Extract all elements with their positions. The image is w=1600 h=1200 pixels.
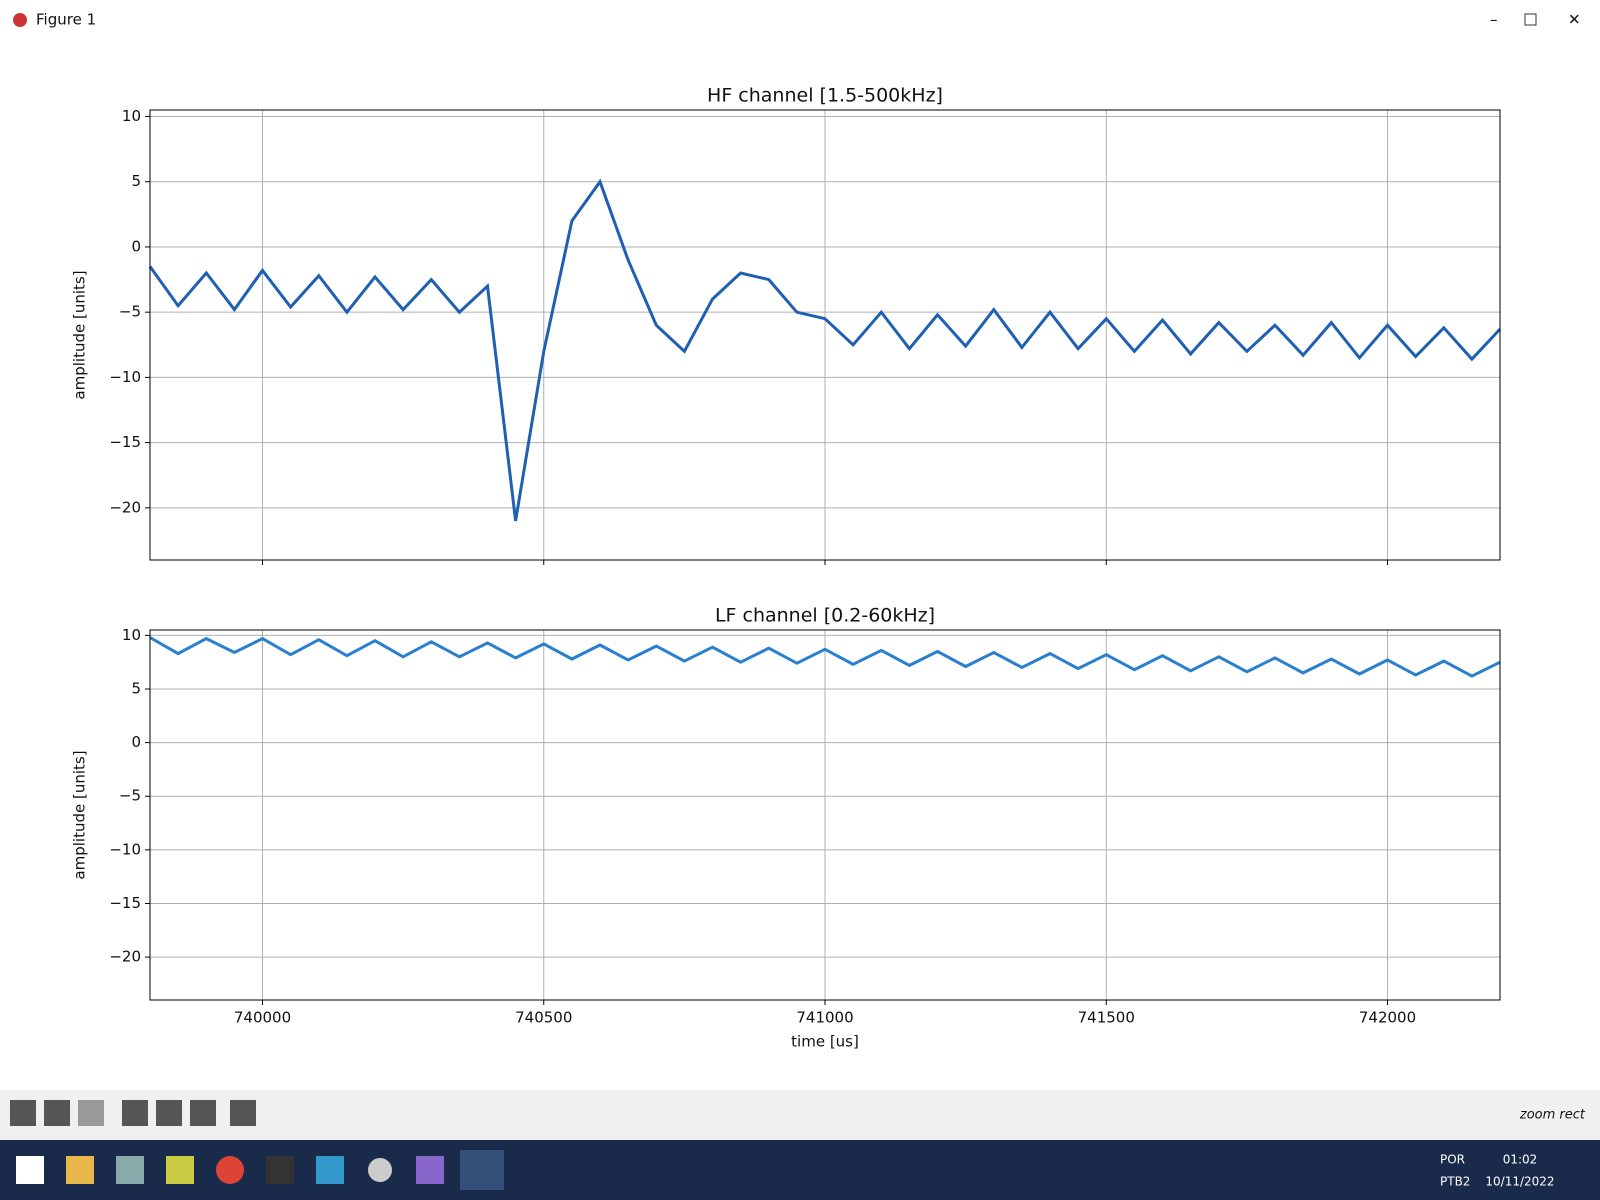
app-icon[interactable] xyxy=(416,1156,444,1184)
signal-line xyxy=(148,178,1502,522)
title-bar xyxy=(0,0,1600,40)
maximize-button[interactable] xyxy=(1524,13,1537,26)
signal-line xyxy=(149,636,1501,678)
y-tick-label: −10 xyxy=(109,368,141,386)
y-tick-label: −15 xyxy=(109,433,141,451)
axes-frame xyxy=(149,629,1501,1001)
app-icon[interactable] xyxy=(216,1156,244,1184)
x-axis-label: time [us] xyxy=(791,1033,859,1051)
y-tick-label: −20 xyxy=(109,498,141,516)
y-tick-label: 5 xyxy=(131,679,141,697)
x-tick-label: 741000 xyxy=(796,1009,853,1027)
back-button[interactable] xyxy=(44,1100,70,1126)
app-icon[interactable] xyxy=(166,1156,194,1184)
x-tick-label: 741500 xyxy=(1078,1009,1135,1027)
window-title: Figure 1 xyxy=(36,11,96,29)
y-tick-label: 10 xyxy=(122,107,141,125)
y-tick-label: 0 xyxy=(131,237,141,255)
zoom-button[interactable] xyxy=(156,1100,182,1126)
y-tick-label: 10 xyxy=(122,626,141,644)
y-tick-label: −5 xyxy=(119,303,141,321)
chart-title: LF channel [0.2-60kHz] xyxy=(715,605,935,627)
app-icon[interactable] xyxy=(266,1156,294,1184)
app-icon[interactable] xyxy=(460,1150,504,1190)
axes-frame xyxy=(149,109,1501,561)
close-button[interactable]: ✕ xyxy=(1568,11,1581,29)
status-text: zoom rect xyxy=(1519,1108,1586,1123)
app-icon[interactable] xyxy=(116,1156,144,1184)
y-tick-label: −15 xyxy=(109,894,141,912)
language: POR xyxy=(1440,1153,1465,1167)
keyboard-layout: PTB2 xyxy=(1440,1175,1470,1189)
y-tick-label: −20 xyxy=(109,948,141,966)
chart-title: HF channel [1.5-500kHz] xyxy=(707,85,943,107)
configure-button[interactable] xyxy=(190,1100,216,1126)
pan-button[interactable] xyxy=(122,1100,148,1126)
toolbar xyxy=(10,1100,256,1126)
app-icon[interactable] xyxy=(316,1156,344,1184)
home-button[interactable] xyxy=(10,1100,36,1126)
app-icon xyxy=(13,13,27,27)
y-tick-label: 0 xyxy=(131,733,141,751)
y-axis-label: amplitude [units] xyxy=(71,750,89,879)
x-tick-label: 740500 xyxy=(515,1009,572,1027)
x-tick-label: 740000 xyxy=(234,1009,291,1027)
y-tick-label: −5 xyxy=(119,787,141,805)
minimize-button[interactable]: – xyxy=(1490,11,1498,29)
app-icon[interactable] xyxy=(368,1158,392,1182)
taskbar-apps xyxy=(16,1150,504,1190)
clock-date: 10/11/2022 xyxy=(1485,1175,1554,1189)
x-tick-label: 742000 xyxy=(1359,1009,1416,1027)
y-tick-label: 5 xyxy=(131,172,141,190)
forward-button[interactable] xyxy=(78,1100,104,1126)
y-axis-label: amplitude [units] xyxy=(71,270,89,399)
save-button[interactable] xyxy=(230,1100,256,1126)
app-icon[interactable] xyxy=(66,1156,94,1184)
clock-time: 01:02 xyxy=(1503,1153,1538,1167)
start-button[interactable] xyxy=(16,1156,44,1184)
y-tick-label: −10 xyxy=(109,840,141,858)
